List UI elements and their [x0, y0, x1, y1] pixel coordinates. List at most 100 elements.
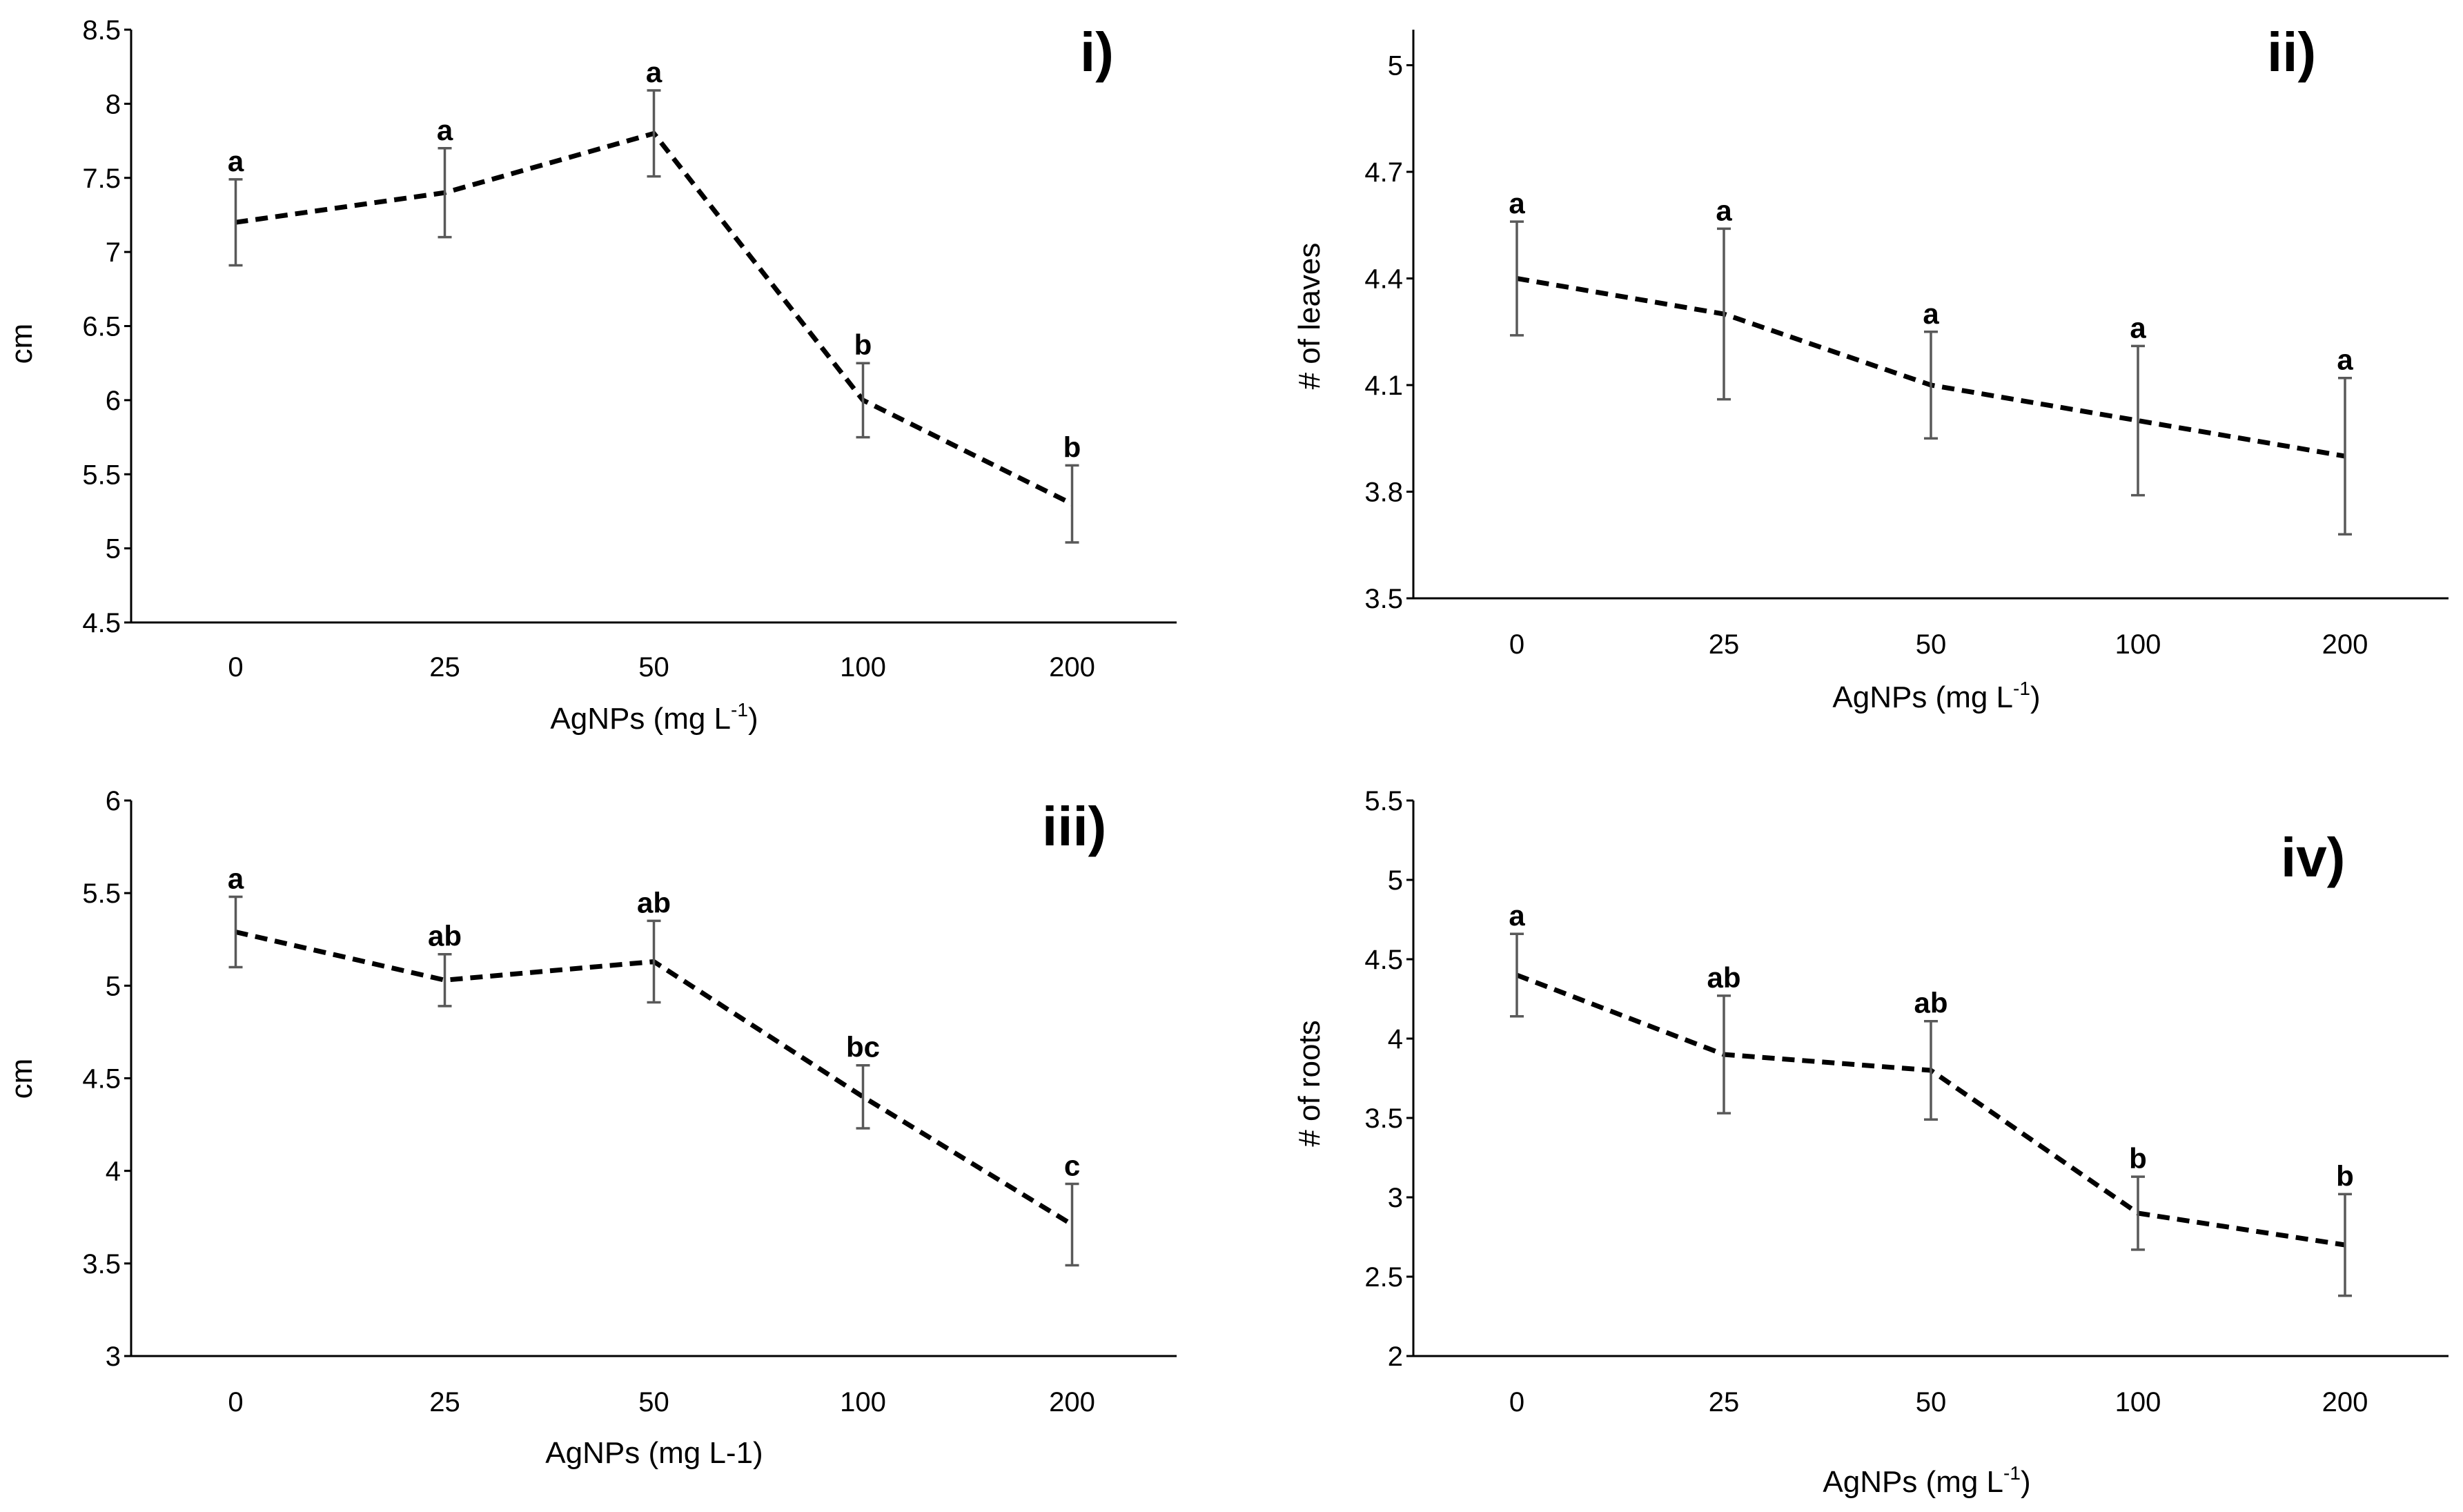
- x-tick-label: 200: [2322, 1387, 2368, 1417]
- x-axis-label-close: ): [2021, 1465, 2031, 1499]
- panel-label: iii): [1042, 796, 1106, 857]
- x-axis-label: AgNPs (mg L-1): [545, 1436, 763, 1470]
- x-tick-label: 25: [429, 1387, 460, 1417]
- y-tick-label: 4.5: [82, 608, 121, 638]
- significance-label: a: [228, 145, 244, 177]
- significance-label: a: [1509, 187, 1525, 219]
- x-axis-label-text: AgNPs (mg L: [550, 702, 731, 736]
- x-tick-label: 0: [1509, 629, 1524, 660]
- significance-label: b: [1063, 431, 1081, 463]
- x-axis-label-exponent: -1: [2013, 678, 2030, 699]
- x-axis-label-exponent: -1: [731, 699, 748, 720]
- series-line: [235, 130, 1074, 507]
- y-axis-label: # of roots: [1293, 1020, 1326, 1146]
- y-tick-label: 3.5: [1364, 1103, 1403, 1134]
- significance-label: ab: [428, 920, 462, 952]
- y-tick-label: 4: [106, 1157, 121, 1187]
- significance-label: ab: [1914, 987, 1947, 1019]
- significance-label: a: [1923, 297, 1939, 330]
- x-tick-label: 200: [2322, 629, 2368, 660]
- y-tick-label: 4.1: [1364, 371, 1403, 401]
- x-tick-label: 50: [1916, 1387, 1947, 1417]
- x-tick-label: 50: [638, 652, 669, 683]
- chart-panel-i: 4.5 5 5.5 6 6.5 7 7.5 8 8.5 0 25 50 100 200 a a a b b cm A…: [5, 15, 1177, 736]
- y-tick-label: 2.5: [1364, 1262, 1403, 1293]
- x-axis-label: AgNPs (mg L-1): [550, 699, 758, 736]
- x-tick-label: 25: [1709, 629, 1740, 660]
- y-tick-label: 8: [106, 89, 121, 119]
- y-tick-label: 4.5: [1364, 945, 1403, 975]
- chart-marks: 2 2.5 3 3.5 4 4.5 5 5.5 0 25 50 100 200 a ab ab b b: [1364, 786, 2449, 1417]
- y-tick-label: 3: [106, 1342, 121, 1372]
- y-tick-label: 5: [106, 971, 121, 1001]
- significance-label: c: [1064, 1149, 1080, 1181]
- significance-label: a: [1716, 194, 1732, 226]
- y-tick-label: 5.5: [1364, 786, 1403, 816]
- y-axis-label: # of leaves: [1293, 243, 1326, 390]
- significance-label: a: [2337, 344, 2353, 376]
- y-axis-label: cm: [5, 1059, 39, 1099]
- x-axis-label: AgNPs (mg L-1): [1832, 678, 2040, 714]
- y-tick-label: 3.5: [82, 1249, 121, 1279]
- panel-label: i): [1080, 21, 1114, 83]
- significance-label: a: [1509, 899, 1525, 932]
- x-tick-label: 100: [2115, 1387, 2161, 1417]
- chart-panel-iv: 2 2.5 3 3.5 4 4.5 5 5.5 0 25 50 100 200 a ab ab b b # of …: [1293, 786, 2449, 1499]
- x-tick-label: 0: [228, 1387, 243, 1417]
- x-tick-label: 25: [429, 652, 460, 683]
- panel-label: iv): [2281, 827, 2345, 888]
- chart-marks: 4.5 5 5.5 6 6.5 7 7.5 8 8.5 0 25 50 100 200 a a a b b: [82, 15, 1177, 683]
- y-tick-label: 8.5: [82, 15, 121, 46]
- y-tick-label: 4.7: [1364, 157, 1403, 188]
- y-tick-label: 3.5: [1364, 584, 1403, 614]
- x-tick-label: 0: [1509, 1387, 1524, 1417]
- significance-label: b: [2129, 1142, 2147, 1175]
- chart-panel-iii: 3 3.5 4 4.5 5 5.5 6 0 25 50 100 200 a ab ab bc c cm AgNP…: [5, 786, 1177, 1470]
- y-tick-label: 5: [1388, 51, 1403, 81]
- significance-label: a: [2130, 311, 2146, 344]
- chart-marks: 3 3.5 4 4.5 5 5.5 6 0 25 50 100 200 a ab ab bc c: [82, 786, 1177, 1417]
- x-axis-label: AgNPs (mg L-1): [1823, 1462, 2030, 1499]
- y-tick-label: 2: [1388, 1342, 1403, 1372]
- x-axis-label-exponent: -1: [2003, 1462, 2021, 1484]
- significance-label: b: [2336, 1159, 2354, 1192]
- significance-label: b: [854, 328, 872, 361]
- y-tick-label: 5: [1388, 865, 1403, 896]
- x-axis-label-text: AgNPs (mg L-1): [545, 1436, 763, 1470]
- x-axis-label-close: ): [748, 702, 758, 736]
- y-tick-label: 3: [1388, 1183, 1403, 1213]
- significance-label: ab: [637, 886, 671, 919]
- x-tick-label: 100: [840, 652, 886, 683]
- y-tick-label: 6: [106, 786, 121, 816]
- y-axis-label: cm: [5, 324, 39, 364]
- y-tick-label: 6: [106, 386, 121, 416]
- y-tick-label: 6.5: [82, 312, 121, 342]
- y-tick-label: 4.5: [82, 1064, 121, 1094]
- y-tick-label: 4.4: [1364, 264, 1403, 295]
- y-tick-label: 5.5: [82, 460, 121, 490]
- significance-label: a: [437, 114, 453, 146]
- x-tick-label: 100: [840, 1387, 886, 1417]
- x-tick-label: 200: [1049, 652, 1095, 683]
- y-tick-label: 7.5: [82, 164, 121, 194]
- x-tick-label: 200: [1049, 1387, 1095, 1417]
- panel-label: ii): [2267, 21, 2316, 83]
- x-axis-label-text: AgNPs (mg L: [1832, 680, 2013, 714]
- y-tick-label: 3.8: [1364, 478, 1403, 508]
- significance-label: bc: [846, 1031, 880, 1063]
- significance-label: ab: [1707, 961, 1740, 994]
- x-tick-label: 50: [638, 1387, 669, 1417]
- x-tick-label: 25: [1709, 1387, 1740, 1417]
- x-tick-label: 50: [1916, 629, 1947, 660]
- significance-label: a: [646, 56, 663, 88]
- x-axis-label-close: ): [2030, 680, 2041, 714]
- y-tick-label: 7: [106, 237, 121, 268]
- y-tick-label: 5.5: [82, 878, 121, 909]
- y-tick-label: 4: [1388, 1024, 1403, 1054]
- x-axis-label-text: AgNPs (mg L: [1823, 1465, 2003, 1499]
- significance-label: a: [228, 863, 244, 895]
- x-tick-label: 100: [2115, 629, 2161, 660]
